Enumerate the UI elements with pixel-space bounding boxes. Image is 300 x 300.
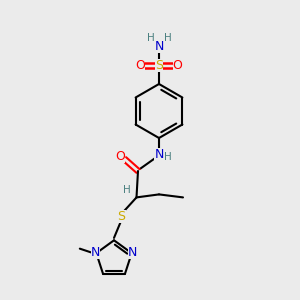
Text: S: S bbox=[118, 210, 125, 224]
Text: H: H bbox=[164, 33, 171, 43]
Text: O: O bbox=[136, 59, 145, 72]
Text: S: S bbox=[155, 59, 163, 72]
Text: N: N bbox=[154, 40, 164, 53]
Text: H: H bbox=[164, 152, 172, 163]
Text: N: N bbox=[128, 246, 137, 259]
Text: H: H bbox=[123, 185, 131, 195]
Text: N: N bbox=[154, 148, 164, 161]
Text: O: O bbox=[115, 149, 125, 163]
Text: N: N bbox=[91, 246, 100, 259]
Text: H: H bbox=[147, 33, 154, 43]
Text: O: O bbox=[173, 59, 182, 72]
